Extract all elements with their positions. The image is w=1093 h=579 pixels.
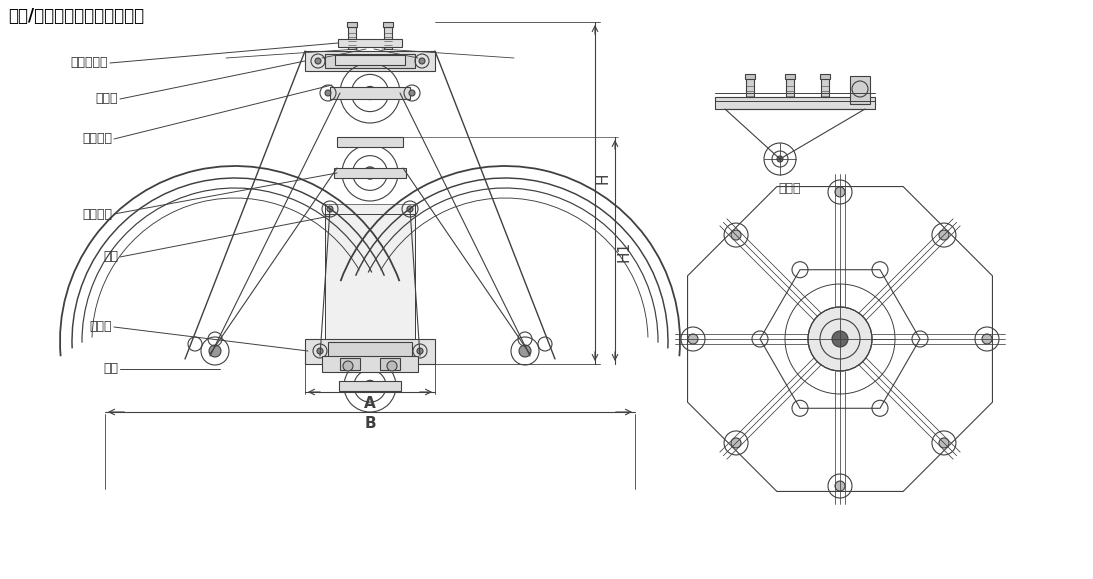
Text: B: B	[364, 416, 376, 431]
Circle shape	[407, 206, 413, 212]
Bar	[328, 342, 412, 361]
Circle shape	[835, 481, 845, 491]
Circle shape	[835, 187, 845, 197]
Circle shape	[327, 206, 333, 212]
Circle shape	[409, 90, 415, 96]
Circle shape	[982, 334, 992, 344]
Bar	[305, 51, 435, 71]
Circle shape	[519, 345, 531, 357]
Bar	[330, 87, 410, 99]
Circle shape	[832, 331, 848, 347]
Circle shape	[364, 167, 376, 179]
Circle shape	[364, 380, 376, 392]
Circle shape	[939, 230, 949, 240]
Bar	[339, 381, 401, 391]
Circle shape	[315, 58, 321, 64]
Bar	[338, 39, 402, 47]
Bar	[334, 168, 406, 178]
Circle shape	[808, 307, 872, 371]
Bar	[820, 74, 830, 79]
Bar	[325, 54, 415, 68]
Text: H1: H1	[616, 240, 632, 262]
Circle shape	[418, 348, 423, 354]
Circle shape	[387, 361, 397, 371]
Bar	[340, 358, 360, 370]
Circle shape	[731, 230, 741, 240]
Text: 下滑轮组: 下滑轮组	[82, 207, 111, 221]
Circle shape	[777, 156, 783, 162]
Bar	[850, 76, 870, 104]
Circle shape	[419, 58, 425, 64]
Bar	[747, 77, 754, 97]
Bar	[322, 356, 418, 372]
Circle shape	[363, 86, 377, 100]
Circle shape	[343, 361, 353, 371]
Bar	[384, 27, 392, 49]
Bar	[383, 22, 393, 27]
Text: 提升平衡梁: 提升平衡梁	[71, 57, 108, 69]
Text: 上滑轮组: 上滑轮组	[82, 133, 111, 145]
Bar	[334, 55, 406, 65]
Text: H: H	[596, 172, 611, 184]
Bar	[346, 22, 357, 27]
Bar	[745, 74, 755, 79]
Circle shape	[731, 438, 741, 448]
Text: A: A	[364, 395, 376, 411]
Circle shape	[317, 348, 324, 354]
Bar	[337, 137, 403, 147]
Text: 四绳/双绳多瓣抓斗外形尺寸图: 四绳/双绳多瓣抓斗外形尺寸图	[8, 7, 144, 25]
Text: 上承梁: 上承梁	[95, 93, 118, 105]
Circle shape	[209, 345, 221, 357]
Bar	[325, 204, 415, 339]
Bar	[380, 358, 400, 370]
Bar	[786, 77, 794, 97]
Circle shape	[939, 438, 949, 448]
Text: 下承梁: 下承梁	[90, 321, 111, 334]
Bar	[305, 339, 435, 364]
Bar	[348, 27, 356, 49]
Bar	[715, 97, 875, 109]
Circle shape	[687, 334, 698, 344]
Text: 斗瓣: 斗瓣	[103, 362, 118, 376]
Text: 平衡架: 平衡架	[778, 182, 801, 196]
Bar	[821, 77, 828, 97]
Bar	[785, 74, 795, 79]
Circle shape	[325, 90, 331, 96]
Text: 撑杆: 撑杆	[103, 251, 118, 263]
